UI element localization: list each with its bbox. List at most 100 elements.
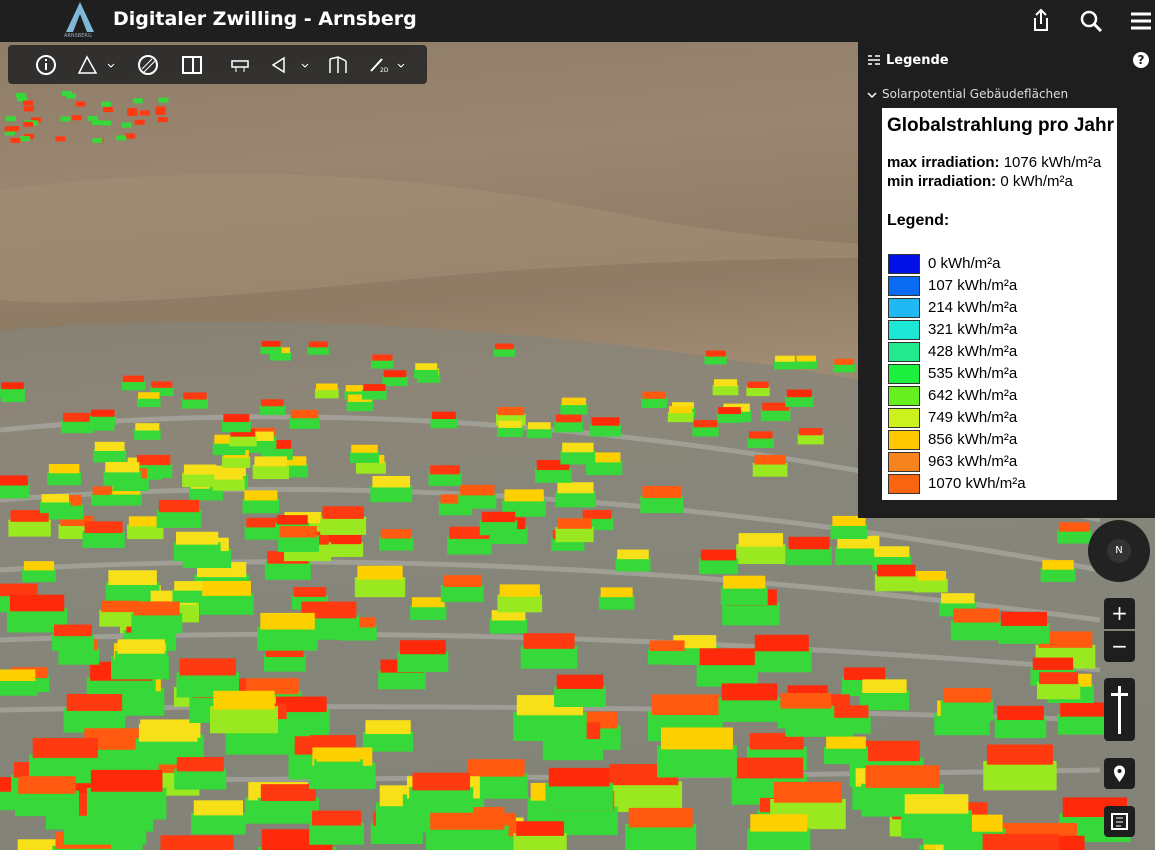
building-wall (712, 384, 739, 396)
app-title: Digitaler Zwilling - Arnsberg (113, 8, 417, 30)
building-roof (661, 727, 733, 750)
legend-heading: Legend: (887, 212, 950, 229)
building-wall (349, 451, 380, 464)
help-button[interactable]: ? (1133, 52, 1149, 68)
info-button[interactable] (34, 53, 58, 77)
view-mode-button[interactable]: 2D (366, 53, 410, 77)
building-roof (651, 694, 719, 716)
building-roof (561, 397, 587, 406)
building-roof (827, 705, 869, 718)
zoom-out-button[interactable]: − (1104, 631, 1135, 662)
tools-button[interactable] (228, 53, 252, 77)
building-wall (605, 781, 683, 812)
building-wall (555, 526, 594, 543)
building-wall (554, 420, 583, 433)
draw-button[interactable] (270, 53, 314, 77)
building-roof (1039, 672, 1079, 685)
building-wall (560, 450, 596, 465)
building-wall (289, 416, 320, 429)
building-wall (51, 634, 95, 651)
zoom-in-button[interactable]: + (1104, 598, 1135, 629)
view-mode-icon (370, 58, 405, 72)
building-roof (155, 106, 166, 112)
building-roof (125, 133, 136, 139)
slider-handle[interactable] (1111, 693, 1128, 696)
tilt-slider[interactable] (1104, 678, 1135, 741)
shadow-button[interactable] (136, 53, 160, 77)
building-wall (378, 670, 426, 690)
building-roof (15, 92, 26, 98)
building-roof (699, 648, 755, 666)
compass[interactable]: N (1088, 520, 1150, 582)
building-roof (23, 100, 34, 106)
layer-section[interactable]: Solarpotential Gebäudeflächen (882, 87, 1069, 101)
building-wall (277, 535, 319, 552)
measure-button[interactable] (76, 53, 120, 77)
building-wall (555, 491, 596, 508)
split-view-button[interactable] (180, 53, 204, 77)
building-wall (479, 520, 518, 536)
building-roof (440, 494, 471, 504)
building-roof (600, 587, 633, 598)
building-wall (495, 413, 526, 426)
building-roof (345, 385, 367, 392)
building-roof (133, 601, 180, 616)
building-wall (777, 705, 835, 729)
building-roof (17, 839, 63, 850)
building-roof (481, 511, 516, 523)
building-wall (370, 485, 413, 503)
building-wall (257, 626, 318, 651)
building-roof (60, 116, 71, 122)
building-wall (983, 761, 1057, 791)
building-roof (262, 440, 292, 449)
building-roof (915, 570, 947, 581)
collapse-icon[interactable] (867, 91, 877, 99)
building-roof (254, 456, 288, 467)
building-roof (308, 341, 328, 348)
building-wall (121, 380, 146, 391)
building-wall (1040, 567, 1076, 582)
legend-label: 321 kWh/m²a (928, 321, 1018, 338)
logo[interactable] (62, 0, 98, 36)
share-button[interactable] (1026, 6, 1056, 36)
building-roof (32, 737, 98, 758)
building-wall (221, 456, 251, 468)
building-roof (66, 93, 77, 99)
building-roof (557, 482, 594, 494)
building-wall (89, 415, 116, 426)
building-roof (301, 601, 357, 619)
building-wall (716, 412, 743, 423)
building-roof (1, 382, 24, 390)
building-wall (260, 345, 282, 355)
toolbar: 2D (8, 45, 427, 84)
menu-button[interactable] (1126, 6, 1155, 36)
profile-button[interactable] (326, 53, 350, 77)
building-roof (108, 570, 157, 586)
building-wall (173, 542, 221, 562)
building-wall (534, 468, 572, 483)
building-roof (721, 683, 778, 701)
building-roof (523, 633, 575, 649)
location-button[interactable] (1104, 758, 1135, 789)
building-roof (290, 409, 319, 419)
building-roof (117, 639, 165, 654)
building-wall (874, 574, 918, 592)
building-roof (175, 531, 219, 545)
building-wall (93, 840, 143, 850)
building-wall (795, 360, 818, 370)
building-roof (669, 406, 693, 414)
building-wall (520, 645, 578, 669)
building-roof (4, 126, 15, 132)
legend-swatch (888, 254, 920, 274)
building-wall (752, 462, 788, 477)
map-book-button[interactable] (1104, 806, 1135, 837)
search-button[interactable] (1076, 6, 1106, 36)
building-roof (10, 510, 49, 522)
building-roof (649, 640, 685, 652)
legend-swatch (888, 298, 920, 318)
building-roof (23, 121, 34, 127)
building-roof (54, 624, 93, 637)
building-roof (183, 464, 217, 475)
building-wall (409, 787, 474, 813)
building-roof (904, 794, 969, 814)
